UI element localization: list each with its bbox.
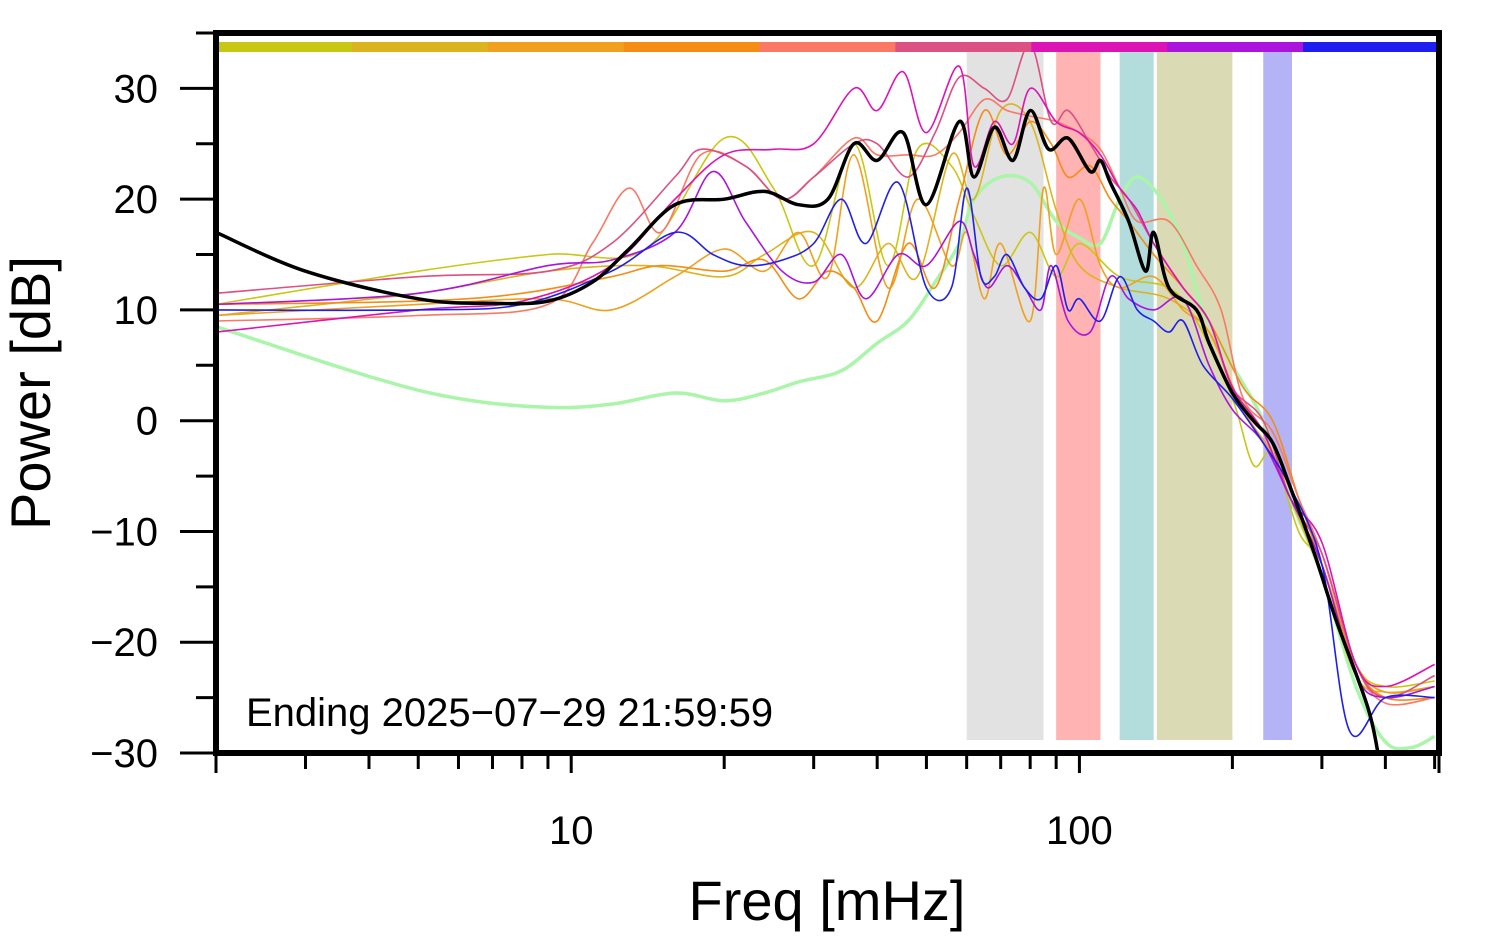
- y-tick-label: −10: [90, 510, 158, 554]
- color-bar-segment-3: [487, 42, 625, 52]
- color-bar: [216, 42, 1440, 52]
- series-line-9: [216, 170, 1435, 699]
- series-line-7: [216, 43, 1435, 699]
- spectrum-series: [216, 43, 1436, 753]
- plot-frame: [213, 30, 1442, 756]
- series-line-5: [216, 109, 1435, 701]
- freq-band-3: [1119, 49, 1154, 740]
- ending-timestamp: Ending 2025−07−29 21:59:59: [246, 691, 773, 735]
- color-bar-segment-9: [1303, 42, 1440, 52]
- x-axis: 10 100: [214, 753, 1441, 853]
- freq-band-5: [1263, 49, 1292, 740]
- y-axis-title: Power [dB]: [0, 256, 62, 530]
- x-axis-title: Freq [mHz]: [689, 869, 966, 932]
- color-bar-segment-4: [623, 42, 761, 52]
- series-line-10: [216, 181, 1435, 738]
- color-bar-segment-6: [895, 42, 1032, 52]
- y-tick-label: 20: [114, 178, 159, 222]
- y-tick-label: −20: [90, 621, 158, 665]
- y-tick-label: −30: [90, 732, 158, 776]
- color-bar-segment-1: [216, 42, 353, 52]
- x-tick-label: 10: [549, 809, 594, 853]
- y-tick-label: 10: [114, 289, 159, 333]
- freq-band-4: [1156, 49, 1233, 740]
- series-line-1: [216, 108, 1380, 753]
- series-line-4: [216, 153, 1435, 694]
- x-tick-label: 100: [1046, 809, 1113, 853]
- frequency-bands: [966, 49, 1292, 740]
- y-axis: 30 20 10 0 −10 −20 −30: [90, 31, 216, 776]
- color-bar-segment-5: [759, 42, 896, 52]
- y-tick-label: 30: [114, 67, 159, 111]
- color-bar-segment-7: [1031, 42, 1168, 52]
- color-bar-segment-8: [1167, 42, 1304, 52]
- color-bar-segment-2: [351, 42, 489, 52]
- y-tick-label: 0: [136, 400, 158, 444]
- freq-band-2: [1056, 49, 1101, 740]
